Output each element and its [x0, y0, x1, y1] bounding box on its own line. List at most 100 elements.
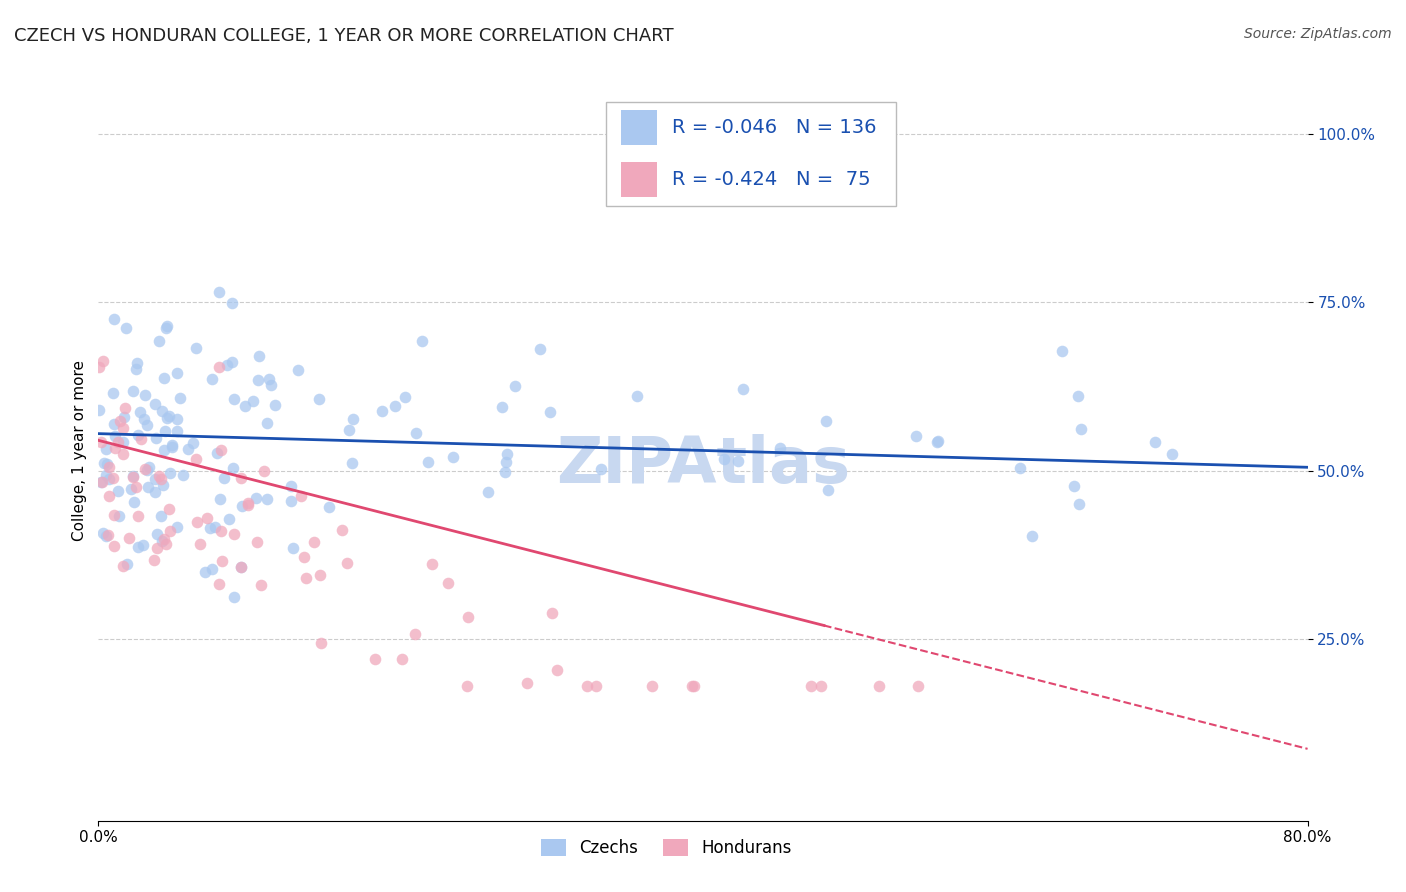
Point — [152, 478, 174, 492]
Point — [103, 311, 125, 326]
Point — [129, 432, 152, 446]
Point — [495, 455, 517, 469]
Point — [111, 435, 134, 450]
Point — [280, 493, 302, 508]
Point — [103, 385, 125, 400]
Point — [127, 428, 149, 442]
Point — [416, 455, 439, 469]
Point — [204, 520, 226, 534]
Text: R = -0.046   N = 136: R = -0.046 N = 136 — [672, 118, 876, 137]
Point — [166, 411, 188, 425]
Point — [810, 679, 832, 693]
Point — [96, 457, 118, 471]
Point — [127, 355, 149, 369]
Point — [318, 500, 340, 514]
Point — [214, 471, 236, 485]
Point — [295, 571, 318, 585]
Point — [94, 529, 117, 543]
Point — [1143, 435, 1166, 450]
Point — [370, 404, 392, 418]
Point — [184, 341, 207, 355]
Point — [411, 334, 433, 348]
Point — [145, 431, 167, 445]
Point — [91, 525, 114, 540]
Point — [121, 469, 143, 483]
Point — [146, 526, 169, 541]
Point — [201, 372, 224, 386]
Point — [404, 627, 426, 641]
Point — [127, 540, 149, 554]
Point — [134, 462, 156, 476]
Point — [103, 539, 125, 553]
Point — [477, 484, 499, 499]
Point — [160, 437, 183, 451]
Point — [308, 567, 330, 582]
Point — [103, 417, 125, 431]
Point — [405, 426, 427, 441]
Point — [148, 334, 170, 348]
Point — [222, 527, 245, 541]
Point — [208, 285, 231, 299]
Point — [640, 679, 662, 693]
Point — [925, 434, 948, 449]
Point — [97, 527, 120, 541]
Point — [209, 524, 232, 538]
Point — [184, 451, 207, 466]
Point — [124, 495, 146, 509]
Point — [195, 511, 218, 525]
Point — [118, 531, 141, 545]
Point — [125, 362, 148, 376]
Point — [247, 350, 270, 364]
Point — [134, 387, 156, 401]
Point — [246, 534, 269, 549]
Point — [494, 465, 516, 479]
Point — [143, 397, 166, 411]
Point — [868, 679, 890, 693]
Point — [221, 354, 243, 368]
Point — [104, 429, 127, 443]
Point — [135, 463, 157, 477]
Point — [108, 509, 131, 524]
Point — [132, 537, 155, 551]
Point — [231, 559, 253, 574]
Point — [104, 441, 127, 455]
Point — [340, 456, 363, 470]
Point — [815, 414, 838, 428]
Point — [904, 429, 927, 443]
Point — [585, 679, 607, 693]
Point — [626, 389, 648, 403]
Point — [207, 445, 229, 459]
Point — [927, 434, 949, 448]
Point — [115, 321, 138, 335]
Point — [246, 372, 269, 386]
Point — [249, 578, 271, 592]
Point — [108, 414, 131, 428]
Point — [91, 475, 114, 489]
Point — [422, 557, 444, 571]
Point — [1021, 528, 1043, 542]
Point — [1066, 389, 1088, 403]
Point — [125, 480, 148, 494]
Point — [188, 537, 211, 551]
Point — [224, 590, 246, 604]
Point — [260, 378, 283, 392]
Point — [253, 464, 276, 478]
Point — [541, 607, 564, 621]
Point — [727, 454, 749, 468]
Point — [503, 378, 526, 392]
Point — [155, 537, 177, 551]
Point — [96, 442, 118, 456]
Point — [114, 401, 136, 416]
Point — [224, 392, 246, 406]
Point — [1008, 461, 1031, 475]
Point — [194, 565, 217, 579]
Point — [683, 679, 706, 693]
Point — [97, 489, 120, 503]
Point — [236, 498, 259, 512]
Point — [335, 556, 357, 570]
Point — [150, 404, 173, 418]
Point — [529, 342, 551, 356]
Point — [155, 321, 177, 335]
Point — [231, 560, 253, 574]
Point — [589, 462, 612, 476]
